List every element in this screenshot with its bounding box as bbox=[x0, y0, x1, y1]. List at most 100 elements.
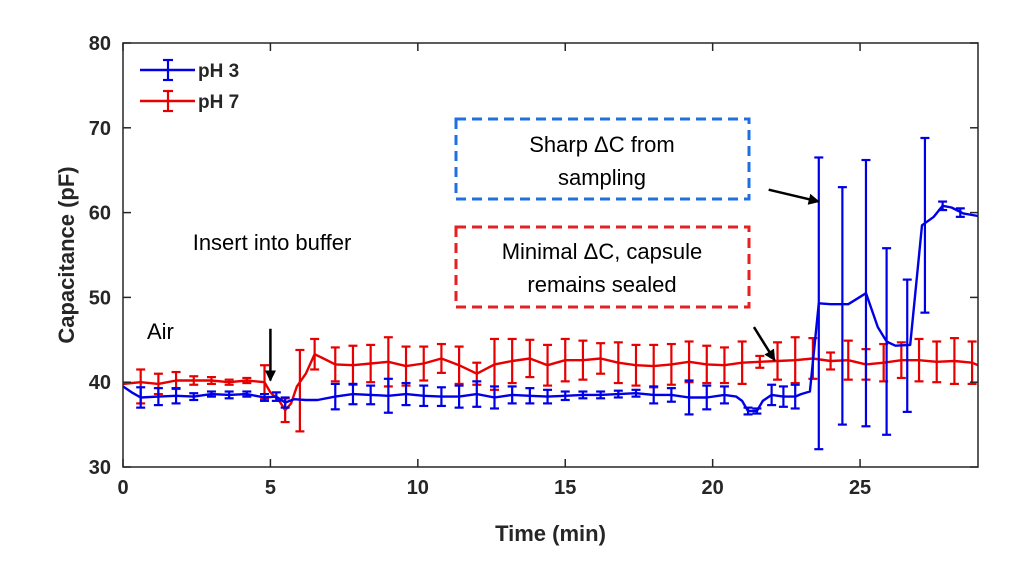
annotation-sharp-box bbox=[454, 117, 751, 201]
error-bar-ph3 bbox=[136, 386, 146, 409]
x-axis-label: Time (min) bbox=[495, 521, 606, 546]
error-bar-ph7 bbox=[631, 343, 641, 387]
x-tick-label: 5 bbox=[265, 477, 276, 499]
error-bar-ph3 bbox=[401, 381, 411, 407]
error-bar-ph3 bbox=[489, 385, 499, 410]
legend-label-ph3: pH 3 bbox=[198, 61, 239, 82]
y-tick-label: 40 bbox=[89, 372, 111, 394]
error-bar-ph7 bbox=[613, 341, 623, 385]
error-bar-ph3 bbox=[578, 390, 588, 400]
error-bar-ph7 bbox=[454, 345, 464, 385]
error-bar-ph3 bbox=[719, 385, 729, 405]
error-bar-ph7 bbox=[790, 336, 800, 385]
annotation-minimal-text: remains sealed bbox=[527, 272, 676, 297]
error-bar-ph7 bbox=[896, 341, 906, 380]
annotation-minimal-arrow bbox=[752, 326, 776, 362]
annotations: Air Insert into buffer Sharp ΔC from sampli… bbox=[147, 117, 820, 382]
error-bar-ph7 bbox=[737, 340, 747, 385]
error-bar-ph3 bbox=[525, 387, 535, 405]
error-bar-ph3 bbox=[837, 186, 847, 426]
error-bar-ph3 bbox=[702, 384, 712, 411]
annotation-sharp-text: Sharp ΔC from bbox=[529, 132, 675, 157]
annotation-sharp-arrow bbox=[768, 188, 820, 205]
annotation-air: Air bbox=[147, 319, 174, 344]
error-bar-ph3 bbox=[280, 396, 290, 409]
error-bar-ph7 bbox=[914, 337, 924, 383]
error-bar-ph7 bbox=[826, 351, 836, 371]
error-bar-ph7 bbox=[525, 338, 535, 379]
error-bar-ph3 bbox=[752, 407, 762, 415]
error-bar-ph7 bbox=[702, 344, 712, 385]
error-bar-ph3 bbox=[920, 136, 930, 314]
error-bar-ph3 bbox=[472, 380, 482, 408]
error-bar-ph3 bbox=[242, 390, 252, 398]
error-bar-ph3 bbox=[814, 156, 824, 451]
error-bar-ph7 bbox=[773, 341, 783, 381]
error-bar-ph3 bbox=[649, 385, 659, 405]
error-bar-ph7 bbox=[719, 346, 729, 385]
error-bar-ph3 bbox=[902, 278, 912, 413]
error-bar-ph7 bbox=[932, 340, 942, 384]
error-bar-ph3 bbox=[767, 383, 777, 407]
error-bar-ph7 bbox=[366, 343, 376, 384]
error-bar-ph7 bbox=[949, 337, 959, 385]
x-tick-label: 20 bbox=[702, 477, 724, 499]
error-bar-ph3 bbox=[631, 388, 641, 398]
plot-area bbox=[122, 136, 979, 451]
y-tick-label: 50 bbox=[89, 287, 111, 309]
annotation-minimal-text: Minimal ΔC, capsule bbox=[502, 239, 703, 264]
error-bar-ph3 bbox=[189, 392, 199, 402]
error-bar-ph7 bbox=[843, 339, 853, 381]
error-bar-ph7 bbox=[189, 375, 199, 386]
error-bar-ph7 bbox=[310, 337, 320, 371]
error-bar-ph7 bbox=[507, 337, 517, 385]
y-tick-label: 70 bbox=[89, 118, 111, 140]
error-bar-ph3 bbox=[330, 382, 340, 411]
error-bar-ph3 bbox=[543, 388, 553, 405]
error-bar-ph7 bbox=[543, 343, 553, 387]
error-bar-ph3 bbox=[436, 386, 446, 408]
error-bar-ph7 bbox=[560, 337, 570, 383]
error-bar-ph7 bbox=[419, 345, 429, 382]
axes-box bbox=[122, 42, 979, 468]
x-tick-label: 25 bbox=[849, 477, 871, 499]
error-bar-ph3 bbox=[383, 377, 393, 414]
annotation-sharp-text: sampling bbox=[558, 165, 646, 190]
y-tick-label: 60 bbox=[89, 203, 111, 225]
series-line-ph3 bbox=[122, 204, 979, 413]
error-bar-ph3 bbox=[507, 385, 517, 405]
error-bar-ph3 bbox=[613, 389, 623, 399]
error-bar-ph3 bbox=[743, 406, 753, 416]
x-tick-label: 15 bbox=[554, 477, 576, 499]
error-bar-ph3 bbox=[171, 387, 181, 405]
error-bar-ph3 bbox=[260, 392, 270, 402]
error-bar-ph7 bbox=[578, 339, 588, 381]
legend-label-ph7: pH 7 bbox=[198, 92, 239, 113]
error-bar-ph7 bbox=[967, 340, 977, 385]
error-bar-ph3 bbox=[596, 390, 606, 400]
error-bar-ph3 bbox=[560, 390, 570, 402]
y-tick-label: 30 bbox=[89, 457, 111, 479]
error-bar-ph7 bbox=[596, 342, 606, 375]
series-ph3 bbox=[122, 136, 979, 451]
y-axis-label: Capacitance (pF) bbox=[54, 166, 79, 343]
error-bar-ph3 bbox=[938, 200, 948, 212]
error-bar-ph7 bbox=[224, 378, 234, 386]
error-bar-ph7 bbox=[242, 376, 252, 385]
error-bar-ph3 bbox=[271, 391, 281, 402]
error-bar-ph3 bbox=[206, 390, 216, 398]
error-bar-ph3 bbox=[790, 383, 800, 410]
x-tick-label: 0 bbox=[117, 477, 128, 499]
y-tick-label: 80 bbox=[89, 33, 111, 55]
error-bar-ph3 bbox=[454, 384, 464, 409]
legend-item-ph7: pH 7 bbox=[140, 89, 239, 113]
error-bar-ph7 bbox=[666, 342, 676, 386]
legend: pH 3 pH 7 bbox=[140, 58, 239, 113]
annotation-insert: Insert into buffer bbox=[193, 230, 352, 255]
x-tick-label: 10 bbox=[407, 477, 429, 499]
annotation-minimal-box bbox=[454, 225, 751, 309]
error-bar-ph7 bbox=[206, 376, 216, 385]
error-bar-ph3 bbox=[224, 390, 234, 400]
error-bar-ph3 bbox=[778, 385, 788, 408]
error-bar-ph3 bbox=[861, 158, 871, 428]
